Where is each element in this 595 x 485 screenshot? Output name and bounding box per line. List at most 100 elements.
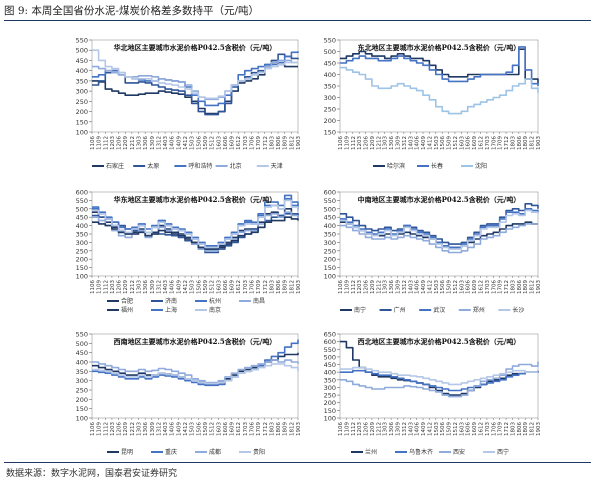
x-tick-label: 1509 <box>447 280 453 294</box>
x-tick-label: 1706 <box>249 280 255 294</box>
x-tick-label: 1203 <box>357 136 363 150</box>
x-tick-label: 1212 <box>376 136 382 150</box>
x-tick-label: 1109 <box>97 422 103 436</box>
y-tick-label: 250 <box>324 247 336 255</box>
y-tick-label: 350 <box>76 77 88 85</box>
x-tick-label: 1312 <box>156 280 162 294</box>
x-tick-label: 1112 <box>103 280 109 294</box>
x-tick-label: 1503 <box>434 422 440 436</box>
legend-label: 昆明 <box>121 449 133 456</box>
x-tick-label: 1706 <box>491 136 497 150</box>
x-tick-label: 1803 <box>269 136 275 150</box>
x-tick-label: 1903 <box>536 136 542 150</box>
x-tick-label: 1609 <box>230 136 236 150</box>
x-tick-label: 1412 <box>427 136 433 150</box>
x-tick-label: 1503 <box>190 280 196 294</box>
x-tick-label: 1606 <box>223 136 229 150</box>
x-tick-label: 1603 <box>459 136 465 150</box>
y-tick-label: 100 <box>76 415 88 423</box>
y-tick-label: 450 <box>76 349 88 357</box>
x-tick-label: 1812 <box>530 422 536 436</box>
x-tick-label: 1109 <box>344 136 350 150</box>
x-tick-label: 1106 <box>90 280 96 294</box>
series-line <box>92 51 299 107</box>
x-tick-label: 1606 <box>223 280 229 294</box>
x-tick-label: 1703 <box>243 422 249 436</box>
series-line <box>340 361 539 398</box>
x-tick-label: 1303 <box>383 422 389 436</box>
x-tick-label: 1209 <box>123 422 129 436</box>
x-tick-label: 1309 <box>395 136 401 150</box>
x-tick-label: 1106 <box>338 280 344 294</box>
y-tick-label: 250 <box>324 392 336 400</box>
y-tick-label: 250 <box>324 106 336 114</box>
x-tick-label: 1206 <box>117 422 123 436</box>
x-tick-label: 1412 <box>183 280 189 294</box>
y-tick-label: 200 <box>324 117 336 125</box>
x-tick-label: 1506 <box>440 422 446 436</box>
x-tick-label: 1603 <box>216 280 222 294</box>
series-line <box>340 366 538 386</box>
x-tick-label: 1406 <box>415 280 421 294</box>
series-line <box>340 208 539 249</box>
series-line <box>340 66 539 115</box>
x-tick-label: 1412 <box>183 136 189 150</box>
legend-label: 太原 <box>147 162 159 170</box>
x-tick-label: 1409 <box>421 136 427 150</box>
x-tick-label: 1709 <box>498 422 504 436</box>
legend-label: 呼和浩特 <box>188 162 212 170</box>
x-tick-label: 1509 <box>447 422 453 436</box>
y-tick-label: 450 <box>324 214 336 222</box>
x-tick-label: 1506 <box>440 280 446 294</box>
x-tick-label: 1406 <box>170 280 176 294</box>
x-tick-label: 1212 <box>130 136 136 150</box>
y-tick-label: 150 <box>324 407 336 415</box>
series-line <box>340 369 539 392</box>
x-tick-label: 1606 <box>466 422 472 436</box>
x-tick-label: 1509 <box>203 136 209 150</box>
y-tick-label: 200 <box>324 256 336 264</box>
x-tick-label: 1306 <box>389 136 395 150</box>
x-tick-label: 1309 <box>150 136 156 150</box>
legend-label: 南京 <box>209 306 221 314</box>
x-tick-label: 1112 <box>103 136 109 150</box>
x-tick-label: 1112 <box>351 280 357 294</box>
x-tick-label: 1609 <box>472 280 478 294</box>
y-tick-label: 300 <box>76 88 88 96</box>
x-tick-label: 1312 <box>402 136 408 150</box>
x-tick-label: 1806 <box>517 422 523 436</box>
y-tick-label: 200 <box>76 396 88 404</box>
series-line <box>340 209 539 250</box>
legend-label: 兰州 <box>365 448 377 456</box>
plot-frame <box>91 39 299 133</box>
x-tick-label: 1512 <box>210 422 216 436</box>
x-tick-label: 1512 <box>453 280 459 294</box>
x-tick-label: 1812 <box>289 136 295 150</box>
y-tick-label: 200 <box>324 399 336 407</box>
y-tick-label: 200 <box>76 108 88 116</box>
x-tick-label: 1503 <box>434 136 440 150</box>
y-tick-label: 600 <box>324 338 336 346</box>
x-tick-label: 1309 <box>150 422 156 436</box>
x-tick-label: 1703 <box>485 422 491 436</box>
y-tick-label: 350 <box>76 368 88 376</box>
x-tick-label: 1712 <box>504 136 510 150</box>
y-tick-label: 350 <box>324 83 336 91</box>
x-tick-label: 1509 <box>203 280 209 294</box>
y-tick-label: 400 <box>324 71 336 79</box>
legend-label: 杭州 <box>209 297 221 305</box>
legend-label: 上海 <box>165 306 177 314</box>
x-tick-label: 1312 <box>402 422 408 436</box>
x-tick-label: 1709 <box>256 422 262 436</box>
x-tick-label: 1512 <box>453 422 459 436</box>
x-tick-label: 1903 <box>536 280 542 294</box>
x-tick-label: 1409 <box>176 422 182 436</box>
y-tick-label: 500 <box>324 48 336 56</box>
y-tick-label: 500 <box>324 205 336 213</box>
x-tick-label: 1503 <box>434 280 440 294</box>
x-tick-label: 1306 <box>143 422 149 436</box>
figure-source: 数据来源：数字水泥网，国泰君安证券研究 <box>6 469 178 479</box>
legend-label: 乌鲁木齐 <box>409 448 433 456</box>
x-tick-label: 1306 <box>143 280 149 294</box>
